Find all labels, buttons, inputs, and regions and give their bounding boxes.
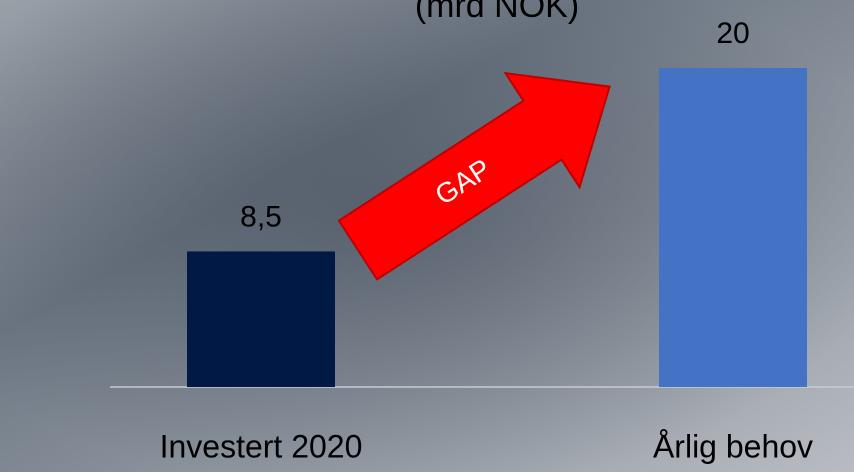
chart-title: (mrd NOK) <box>415 0 579 25</box>
value-label: 8,5 <box>240 200 282 233</box>
bar <box>659 68 807 387</box>
bar <box>187 251 335 387</box>
chart: (mrd NOK) GAP 8,5Investert 202020Årlig b… <box>0 0 854 472</box>
x-tick-label: Investert 2020 <box>160 428 363 464</box>
x-tick-label: Årlig behov <box>653 428 813 464</box>
value-label: 20 <box>716 17 749 50</box>
